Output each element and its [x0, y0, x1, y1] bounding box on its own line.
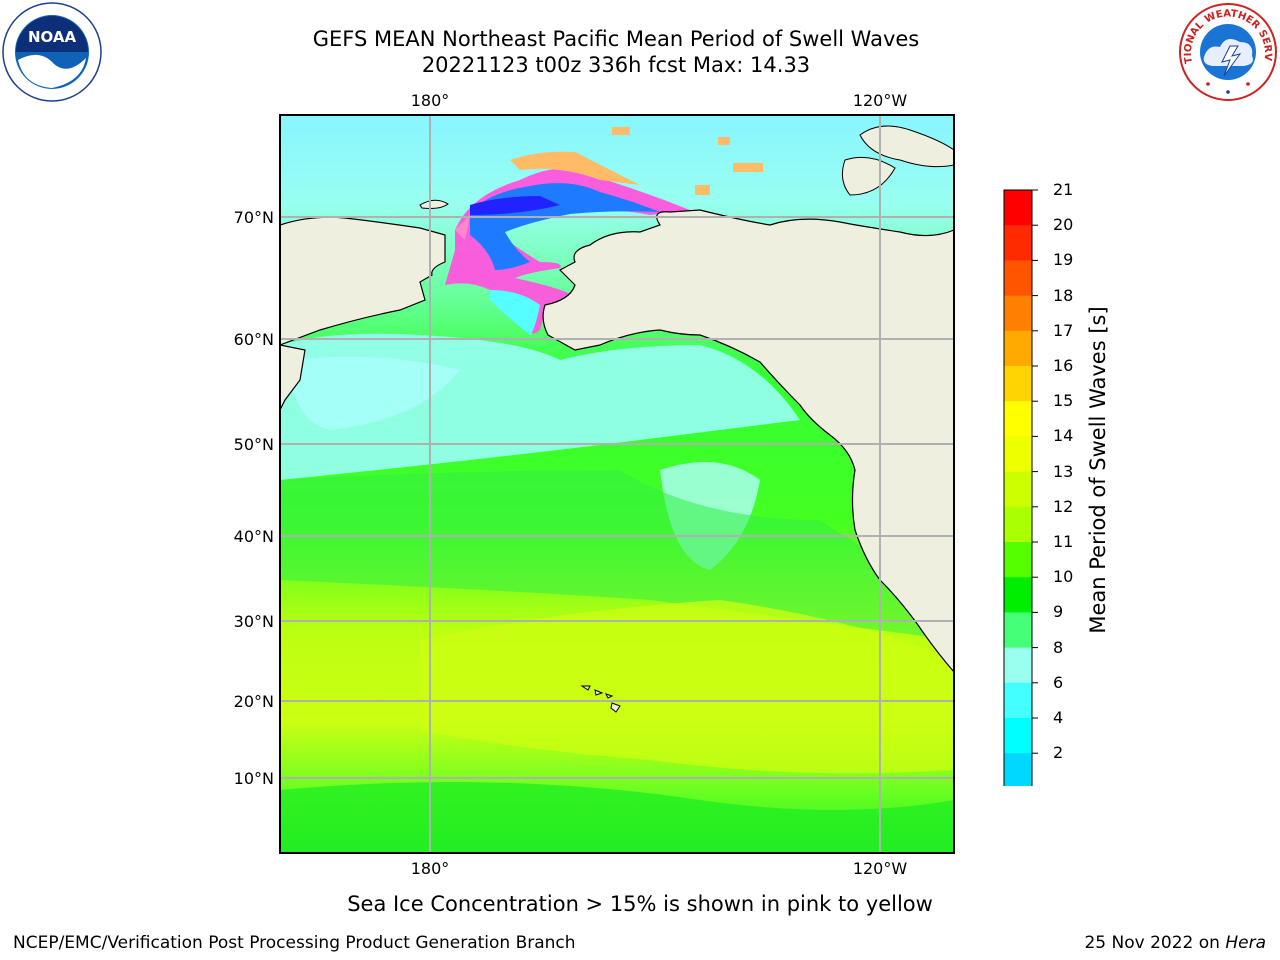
footer-date-text: 25 Nov 2022 on	[1084, 933, 1226, 953]
colorbar-swatch	[1004, 718, 1032, 754]
lon-label-top-180: 180°	[411, 91, 450, 110]
chart-title: GEFS MEAN Northeast Pacific Mean Period …	[312, 27, 920, 51]
graticule	[280, 115, 954, 853]
footer-host: Hera	[1225, 933, 1266, 953]
colorbar-swatch	[1004, 190, 1032, 226]
colorbar-label: 8	[1053, 637, 1064, 657]
footer-credit: NCEP/EMC/Verification Post Processing Pr…	[13, 933, 576, 953]
colorbar-swatch	[1004, 542, 1032, 578]
lat-label-50n: 50°N	[234, 435, 274, 454]
colorbar-label: 16	[1053, 356, 1074, 375]
footer-date: 25 Nov 2022 on Hera	[1084, 933, 1266, 953]
colorbar-swatch	[1004, 295, 1032, 332]
lat-label-40n: 40°N	[234, 527, 274, 546]
colorbar-swatch	[1004, 682, 1032, 719]
colorbar-swatch	[1004, 506, 1032, 543]
chart-subtitle: 20221123 t00z 336h fcst Max: 14.33	[421, 53, 811, 77]
colorbar-label: 11	[1053, 532, 1074, 551]
colorbar-swatch	[1004, 225, 1032, 261]
colorbar-label: 14	[1053, 426, 1074, 446]
map-frame	[279, 114, 955, 854]
colorbar-label: 20	[1053, 215, 1074, 235]
colorbar-label: 12	[1053, 496, 1074, 516]
lat-label-70n: 70°N	[234, 208, 274, 227]
colorbar-label: 6	[1053, 672, 1064, 692]
colorbar-swatch	[1004, 612, 1032, 649]
colorbar-swatch	[1004, 436, 1032, 473]
colorbar-label: 18	[1053, 285, 1074, 305]
lon-label-bottom-180: 180°	[411, 859, 450, 878]
colorbar-swatch	[1004, 330, 1032, 367]
lon-label-bottom-120w: 120°W	[853, 859, 908, 878]
colorbar-label: 13	[1053, 461, 1074, 481]
lat-label-30n: 30°N	[234, 612, 274, 631]
noaa-logo: NOAA	[2, 2, 102, 102]
colorbar-label: 4	[1053, 708, 1064, 727]
noaa-logo-text: NOAA	[28, 28, 77, 46]
colorbar-swatch	[1004, 753, 1032, 786]
colorbar-swatch	[1004, 577, 1032, 613]
colorbar-swatch	[1004, 366, 1032, 402]
colorbar-swatch	[1004, 647, 1032, 684]
colorbar-swatch	[1004, 471, 1032, 508]
colorbar-label: 10	[1053, 567, 1074, 587]
colorbar	[1003, 189, 1038, 786]
colorbar-label: 15	[1053, 391, 1074, 411]
colorbar-label: 17	[1053, 320, 1074, 340]
nws-logo: NATIONAL WEATHER SERVICE	[1178, 2, 1277, 101]
lat-label-20n: 20°N	[234, 692, 274, 711]
colorbar-title: Mean Period of Swell Waves [s]	[1086, 306, 1110, 634]
colorbar-swatch	[1004, 401, 1032, 437]
lat-label-60n: 60°N	[234, 330, 274, 349]
colorbar-label: 2	[1053, 743, 1064, 763]
colorbar-swatch	[1004, 260, 1032, 297]
colorbar-label: 19	[1053, 250, 1074, 270]
sea-ice-note: Sea Ice Concentration > 15% is shown in …	[347, 892, 933, 916]
lon-label-top-120w: 120°W	[853, 91, 908, 110]
lat-label-10n: 10°N	[234, 769, 274, 788]
colorbar-label: 21	[1053, 180, 1074, 199]
colorbar-label: 9	[1053, 602, 1064, 622]
